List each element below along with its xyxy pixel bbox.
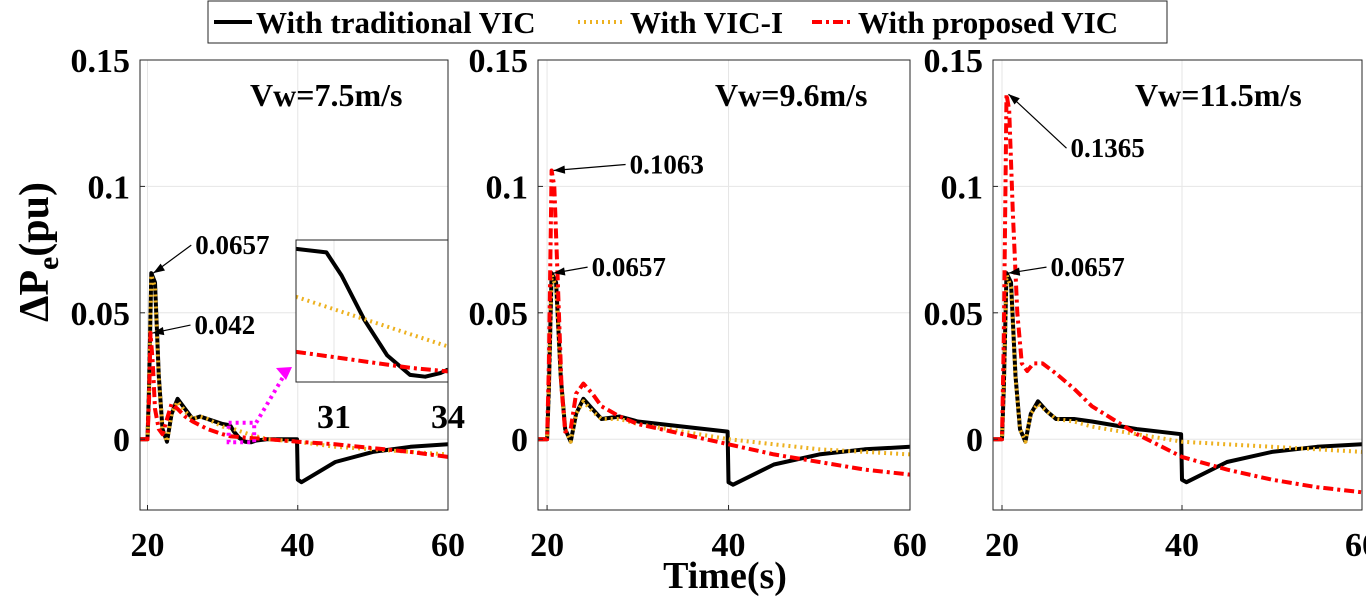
axes-frame bbox=[992, 59, 1363, 511]
series-group bbox=[140, 271, 448, 485]
annotation-label-1: 0.042 bbox=[195, 310, 256, 340]
x-axis-title: Time(s) bbox=[663, 555, 787, 597]
xtick-label-0: 20 bbox=[131, 527, 165, 564]
zoom-arrow-line bbox=[254, 370, 288, 424]
annotation-arrow-0 bbox=[1008, 93, 1067, 149]
inset-xtick-label-1: 34 bbox=[431, 399, 465, 436]
annotation-label-1: 0.0657 bbox=[592, 252, 666, 282]
xtick-label-2: 60 bbox=[1345, 527, 1366, 564]
ytick-label-2: 0.1 bbox=[88, 169, 131, 206]
legend-label-proposed: With proposed VIC bbox=[858, 5, 1118, 40]
legend: With traditional VIC With VIC-I With pro… bbox=[207, 0, 1168, 44]
y-axis-title-suffix: (pu) bbox=[12, 182, 58, 257]
annotation-arrowhead-0 bbox=[1008, 94, 1020, 105]
xtick-label-2: 60 bbox=[431, 527, 465, 564]
ytick-label-2: 0.1 bbox=[486, 169, 529, 206]
series-group bbox=[993, 92, 1362, 495]
inset-xtick-label-0: 31 bbox=[317, 399, 351, 436]
series-with-vic-i bbox=[538, 272, 910, 457]
series-with-traditional-vic bbox=[993, 271, 1362, 485]
xtick-label-0: 20 bbox=[985, 527, 1019, 564]
y-axis-title-subscript: e bbox=[32, 257, 65, 270]
xtick-label-1: 40 bbox=[281, 527, 315, 564]
series-with-traditional-vic bbox=[140, 271, 448, 485]
panel-3: 0 0.05 0.1 0.15 20 40 60 Vw=11.5m/s 0.1365 0.0657 bbox=[924, 43, 1366, 564]
annotation-label-1: 0.0657 bbox=[1051, 252, 1125, 282]
panel-2: 0 0.05 0.1 0.15 20 40 60 Vw=9.6m/s 0.1063 0.0657 bbox=[469, 43, 928, 564]
inset-series-with-vic-i bbox=[296, 294, 448, 349]
inset-background bbox=[296, 240, 448, 382]
y-axis-title-prefix: ΔP bbox=[12, 270, 58, 322]
ytick-label-1: 0.05 bbox=[469, 296, 529, 333]
annotation-arrowhead-1 bbox=[553, 267, 566, 276]
axes-frame bbox=[537, 59, 911, 511]
ytick-label-1: 0.05 bbox=[71, 296, 131, 333]
panel-subtitle: Vw=7.5m/s bbox=[250, 77, 402, 113]
inset-series-group bbox=[296, 246, 448, 379]
annotation-label-0: 0.1063 bbox=[630, 149, 704, 179]
ytick-label-0: 0 bbox=[966, 422, 983, 459]
annotation-arrowhead-1 bbox=[152, 327, 165, 336]
ytick-label-3: 0.15 bbox=[469, 43, 529, 80]
panel-subtitle: Vw=11.5m/s bbox=[1135, 77, 1302, 113]
xtick-label-1: 40 bbox=[712, 527, 746, 564]
xtick-label-1: 40 bbox=[1165, 527, 1199, 564]
xtick-label-0: 20 bbox=[530, 527, 564, 564]
legend-box bbox=[207, 0, 1168, 44]
annotation-arrowhead-0 bbox=[153, 263, 165, 274]
ytick-label-0: 0 bbox=[113, 422, 130, 459]
series-with-traditional-vic bbox=[538, 271, 910, 487]
annotation-label-0: 0.0657 bbox=[195, 230, 269, 260]
annotation-label-0: 0.1365 bbox=[1071, 133, 1145, 163]
ytick-label-0: 0 bbox=[511, 422, 528, 459]
series-with-proposed-vic bbox=[993, 92, 1362, 495]
xtick-label-2: 60 bbox=[893, 527, 927, 564]
inset: 31 34 bbox=[226, 239, 465, 445]
inset-frame bbox=[295, 239, 449, 383]
legend-label-vic-i: With VIC-I bbox=[630, 5, 783, 40]
annotation-arrowhead-1 bbox=[1008, 267, 1021, 276]
zoom-box bbox=[226, 420, 257, 445]
inset-series-with-traditional-vic bbox=[296, 246, 448, 379]
ytick-label-1: 0.05 bbox=[924, 296, 984, 333]
inset-series-with-proposed-vic bbox=[296, 349, 448, 374]
series-group bbox=[538, 168, 910, 487]
legend-label-traditional: With traditional VIC bbox=[256, 5, 536, 40]
annotation-arrowhead-0 bbox=[553, 165, 566, 174]
y-axis-title: ΔPe(pu) bbox=[12, 182, 65, 322]
ytick-label-3: 0.15 bbox=[924, 43, 984, 80]
zoom-arrowhead bbox=[276, 367, 292, 380]
series-with-proposed-vic bbox=[538, 168, 910, 477]
ytick-label-2: 0.1 bbox=[941, 169, 984, 206]
series-with-vic-i bbox=[993, 272, 1362, 454]
annotation-arrow-0 bbox=[553, 163, 626, 172]
ytick-label-3: 0.15 bbox=[71, 43, 131, 80]
panel-subtitle: Vw=9.6m/s bbox=[715, 77, 867, 113]
